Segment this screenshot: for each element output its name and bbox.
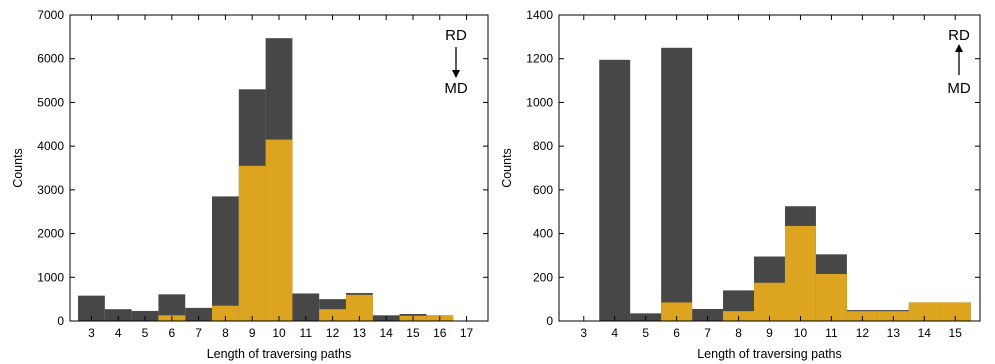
y-tick-label: 5000 [37, 95, 64, 109]
annotation-bottom: MD [947, 80, 970, 97]
y-tick-label: 3000 [37, 183, 64, 197]
y-tick-label: 2000 [37, 227, 64, 241]
x-tick-label: 10 [272, 326, 286, 340]
x-tick-label: 13 [353, 326, 367, 340]
y-tick-label: 1400 [526, 8, 553, 22]
x-axis-label: Length of traversing paths [697, 347, 842, 361]
x-tick-label: 3 [88, 326, 95, 340]
bar-gold-8 [212, 305, 239, 321]
bar-dark-6 [661, 47, 693, 322]
bar-dark-7 [185, 307, 213, 321]
y-axis-label: Counts [11, 148, 25, 188]
bar-gold-14 [908, 302, 940, 321]
y-tick-label: 6000 [37, 52, 64, 66]
x-tick-label: 11 [825, 326, 838, 340]
x-axis-label: Length of traversing paths [207, 347, 352, 361]
annotation-bottom: MD [444, 80, 467, 97]
y-tick-label: 1200 [526, 52, 553, 66]
arrow-up-icon [955, 44, 963, 52]
x-tick-label: 7 [195, 326, 202, 340]
x-tick-label: 12 [326, 326, 340, 340]
bar-gold-10 [265, 139, 293, 321]
arrow-down-icon [452, 70, 460, 78]
y-tick-label: 400 [533, 227, 553, 241]
y-tick-label: 0 [546, 314, 553, 328]
x-tick-label: 8 [222, 326, 229, 340]
y-tick-label: 0 [57, 314, 64, 328]
x-tick-label: 14 [918, 326, 932, 340]
bar-gold-10 [784, 225, 816, 321]
y-axis-label: Counts [500, 148, 514, 188]
x-tick-label: 5 [142, 326, 149, 340]
x-tick-label: 12 [856, 326, 870, 340]
bar-gold-9 [754, 282, 785, 321]
x-tick-label: 4 [611, 326, 618, 340]
x-tick-label: 16 [433, 326, 447, 340]
x-tick-label: 5 [642, 326, 649, 340]
x-tick-label: 10 [794, 326, 808, 340]
y-tick-label: 7000 [37, 8, 64, 22]
x-tick-label: 8 [735, 326, 742, 340]
bar-dark-4 [599, 59, 631, 322]
annotation-top: RD [948, 27, 970, 44]
bar-gold-6 [661, 302, 693, 321]
y-tick-label: 1000 [37, 270, 64, 284]
bar-dark-4 [104, 309, 132, 321]
x-tick-label: 9 [766, 326, 773, 340]
bar-dark-5 [131, 310, 159, 321]
y-tick-label: 600 [533, 183, 553, 197]
x-tick-label: 6 [673, 326, 680, 340]
y-tick-label: 800 [533, 139, 553, 153]
bar-gold-9 [238, 165, 266, 321]
bar-gold-12 [319, 309, 346, 321]
bar-gold-15 [939, 302, 971, 321]
x-tick-label: 7 [704, 326, 711, 340]
annotation-top: RD [445, 27, 467, 44]
x-tick-label: 3 [580, 326, 587, 340]
bar-dark-8 [212, 196, 239, 321]
y-tick-label: 4000 [37, 139, 64, 153]
x-tick-label: 9 [249, 326, 256, 340]
x-tick-label: 4 [115, 326, 122, 340]
y-tick-label: 1000 [526, 95, 553, 109]
x-tick-label: 11 [300, 326, 313, 340]
bar-dark-7 [692, 308, 724, 321]
x-tick-label: 15 [949, 326, 963, 340]
x-tick-label: 17 [460, 326, 474, 340]
bar-gold-11 [815, 274, 847, 321]
x-tick-label: 6 [168, 326, 175, 340]
y-tick-label: 200 [533, 270, 553, 284]
x-tick-label: 15 [406, 326, 420, 340]
x-tick-label: 13 [887, 326, 901, 340]
x-tick-label: 14 [379, 326, 393, 340]
